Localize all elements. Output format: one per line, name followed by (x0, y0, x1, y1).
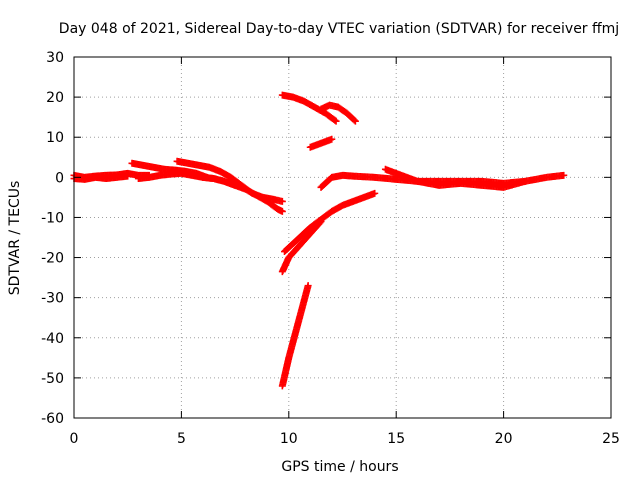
x-tick-label: 10 (280, 431, 298, 447)
data-point (350, 116, 358, 124)
data-point (328, 135, 336, 143)
x-tick-label: 25 (602, 431, 620, 447)
x-axis-label: GPS time / hours (281, 459, 398, 475)
data-point (332, 117, 340, 125)
series-arc-11 (278, 217, 325, 276)
y-tick-label: -50 (41, 371, 64, 387)
data-point (560, 171, 568, 179)
data-point (304, 282, 312, 290)
data-point (124, 172, 132, 180)
x-tick-label: 5 (177, 431, 186, 447)
y-axis-label: SDTVAR / TECUs (7, 181, 23, 296)
x-axis-ticks: 0 5 10 15 20 25 (70, 57, 620, 447)
x-tick-label: 0 (70, 431, 79, 447)
y-tick-label: -10 (41, 210, 64, 226)
y-tick-label: 0 (55, 170, 64, 186)
data-point (331, 116, 339, 124)
x-tick-label: 15 (387, 431, 405, 447)
y-tick-label: 10 (46, 130, 64, 146)
y-tick-label: 20 (46, 90, 64, 106)
data-point (351, 117, 359, 125)
y-axis-ticks: 30 20 10 0 -10 -20 -30 -40 -50 -60 (41, 50, 611, 427)
series-arc-8 (317, 101, 359, 125)
y-tick-label: 30 (46, 50, 64, 66)
y-tick-label: -20 (41, 251, 64, 267)
data-point (278, 197, 286, 205)
y-tick-label: -40 (41, 331, 64, 347)
chart-title: Day 048 of 2021, Sidereal Day-to-day VTE… (59, 21, 619, 37)
plot-frame (73, 56, 612, 419)
series-arc-14 (381, 165, 568, 191)
series-arc-7 (278, 91, 340, 125)
y-tick-label: -30 (41, 291, 64, 307)
series-arc-10 (278, 282, 312, 390)
data-point (278, 207, 286, 215)
y-tick-label: -60 (41, 411, 64, 427)
series-arc-6 (199, 173, 286, 215)
series-arc-2 (70, 172, 132, 183)
series-arc-12 (281, 189, 379, 256)
x-tick-label: 20 (495, 431, 513, 447)
data-points (70, 91, 568, 390)
series-arc-9 (306, 135, 336, 151)
data-point (371, 189, 379, 197)
